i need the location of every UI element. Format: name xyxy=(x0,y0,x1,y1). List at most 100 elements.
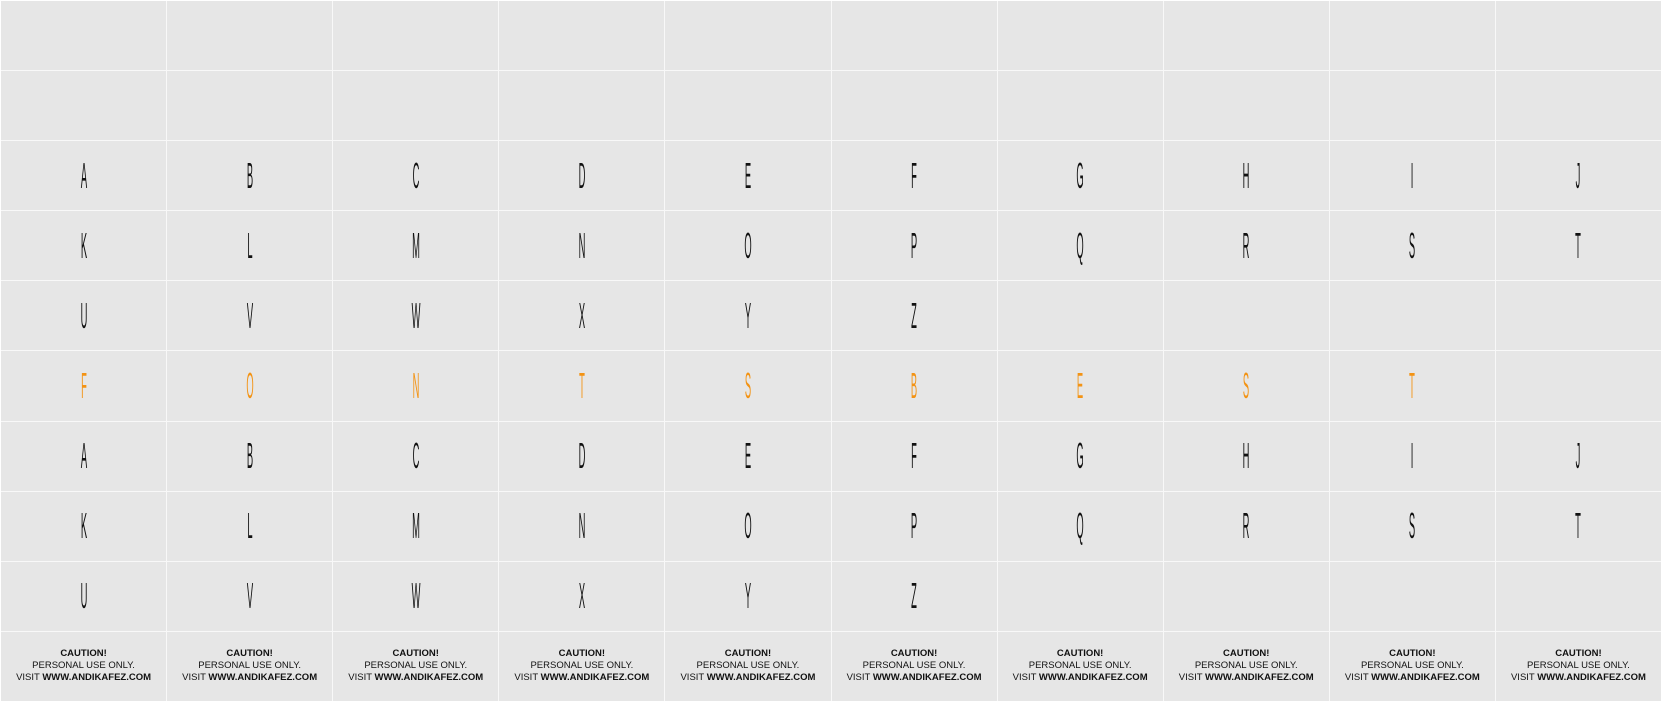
glyph-char: D xyxy=(578,154,586,196)
glyph-char: J xyxy=(1576,154,1581,196)
glyph-char: O xyxy=(744,505,752,547)
caution-visit-prefix: VISIT xyxy=(1510,672,1535,684)
glyph-cell xyxy=(831,1,997,71)
glyph-char: H xyxy=(1242,154,1250,196)
glyph-cell: D xyxy=(499,421,665,491)
glyph-cell xyxy=(499,71,665,141)
glyph-cell: X xyxy=(499,561,665,631)
glyph-char: W xyxy=(411,294,421,336)
caution-title: CAUTION! xyxy=(392,648,439,660)
glyph-cell: A xyxy=(1,141,167,211)
caution-title: CAUTION! xyxy=(558,648,606,660)
glyph-char: A xyxy=(80,435,87,477)
caution-website-link[interactable]: WWW.ANDIKAFEZ.COM xyxy=(706,672,816,684)
caution-notice: CAUTION! PERSONAL USE ONLY. VISIT WWW.ANDI… xyxy=(1013,648,1148,684)
caution-cell: CAUTION! PERSONAL USE ONLY. VISIT WWW.ANDI… xyxy=(333,631,499,701)
caution-personal-use: PERSONAL USE ONLY. xyxy=(364,660,468,672)
glyph-cell: H xyxy=(1163,421,1329,491)
caution-visit-line: VISIT WWW.ANDIKAFEZ.COM xyxy=(1013,672,1148,684)
glyph-char: R xyxy=(1242,505,1250,547)
glyph-cell: I xyxy=(1329,141,1495,211)
glyph-cell: Q xyxy=(997,211,1163,281)
glyph-cell: F xyxy=(831,141,997,211)
glyph-char: U xyxy=(80,575,87,617)
glyph-cell: G xyxy=(997,141,1163,211)
glyph-char: F xyxy=(911,154,917,196)
caution-cell: CAUTION! PERSONAL USE ONLY. VISIT WWW.ANDI… xyxy=(1,631,167,701)
glyph-char: C xyxy=(412,154,420,196)
caution-website-link[interactable]: WWW.ANDIKAFEZ.COM xyxy=(374,672,484,684)
glyph-cell xyxy=(1495,281,1661,351)
caution-visit-prefix: VISIT xyxy=(680,672,705,684)
glyph-cell: W xyxy=(333,281,499,351)
caution-visit-line: VISIT WWW.ANDIKAFEZ.COM xyxy=(514,672,649,684)
glyph-char: W xyxy=(411,575,421,617)
caution-website-link[interactable]: WWW.ANDIKAFEZ.COM xyxy=(208,672,318,684)
caution-visit-prefix: VISIT xyxy=(846,672,871,684)
glyph-cell xyxy=(1329,281,1495,351)
caution-notice: CAUTION! PERSONAL USE ONLY. VISIT WWW.ANDI… xyxy=(348,648,483,684)
glyph-char: X xyxy=(578,294,585,336)
glyph-cell: F xyxy=(831,421,997,491)
caution-website-link[interactable]: WWW.ANDIKAFEZ.COM xyxy=(1371,672,1480,684)
caution-visit-line: VISIT WWW.ANDIKAFEZ.COM xyxy=(680,672,815,684)
glyph-char: O xyxy=(744,224,752,266)
caution-title: CAUTION! xyxy=(724,648,772,660)
caution-title: CAUTION! xyxy=(60,648,107,660)
glyph-char: S xyxy=(1409,224,1416,266)
caution-title: CAUTION! xyxy=(1056,648,1104,660)
glyph-char: A xyxy=(80,154,87,196)
glyph-char: Q xyxy=(1076,224,1084,266)
glyph-cell xyxy=(1163,281,1329,351)
glyph-cell: H xyxy=(1163,141,1329,211)
glyph-char: S xyxy=(1243,365,1250,407)
glyph-cell xyxy=(333,1,499,71)
glyph-cell xyxy=(997,71,1163,141)
caution-website-link[interactable]: WWW.ANDIKAFEZ.COM xyxy=(872,672,982,684)
glyph-char: V xyxy=(246,575,253,617)
glyph-char: T xyxy=(1575,224,1582,266)
glyph-char: I xyxy=(1411,435,1414,477)
caution-notice: CAUTION! PERSONAL USE ONLY. VISIT WWW.ANDI… xyxy=(16,648,151,684)
glyph-char: M xyxy=(411,224,420,266)
glyph-cell: Z xyxy=(831,561,997,631)
glyph-cell xyxy=(1495,71,1661,141)
glyph-char: J xyxy=(1576,435,1581,477)
glyph-char: Z xyxy=(911,575,917,617)
glyph-cell: K xyxy=(1,211,167,281)
glyph-char: F xyxy=(80,365,87,407)
glyph-char: D xyxy=(578,435,586,477)
glyph-cell: O xyxy=(665,211,831,281)
caution-title: CAUTION! xyxy=(226,648,273,660)
glyph-char: L xyxy=(247,505,253,547)
caution-visit-prefix: VISIT xyxy=(1178,672,1203,684)
caution-website-link[interactable]: WWW.ANDIKAFEZ.COM xyxy=(540,672,650,684)
glyph-cell: V xyxy=(167,281,333,351)
glyph-cell xyxy=(1495,561,1661,631)
glyph-cell xyxy=(167,1,333,71)
glyph-cell xyxy=(997,281,1163,351)
glyph-char: U xyxy=(80,294,87,336)
caution-website-link[interactable]: WWW.ANDIKAFEZ.COM xyxy=(42,672,152,684)
glyph-cell xyxy=(333,71,499,141)
glyph-char: Z xyxy=(911,294,917,336)
glyph-cell: C xyxy=(333,421,499,491)
glyph-char: N xyxy=(578,224,586,266)
caution-website-link[interactable]: WWW.ANDIKAFEZ.COM xyxy=(1038,672,1148,684)
caution-website-link[interactable]: WWW.ANDIKAFEZ.COM xyxy=(1205,672,1314,684)
glyph-cell xyxy=(997,1,1163,71)
caution-personal-use: PERSONAL USE ONLY. xyxy=(1527,660,1630,672)
caution-cell: CAUTION! PERSONAL USE ONLY. VISIT WWW.ANDI… xyxy=(167,631,333,701)
glyph-cell xyxy=(1163,561,1329,631)
glyph-cell: G xyxy=(997,421,1163,491)
glyph-cell: N xyxy=(333,351,499,421)
glyph-cell: E xyxy=(997,351,1163,421)
caution-personal-use: PERSONAL USE ONLY. xyxy=(1028,660,1132,672)
caution-visit-line: VISIT WWW.ANDIKAFEZ.COM xyxy=(1345,672,1480,684)
caution-notice: CAUTION! PERSONAL USE ONLY. VISIT WWW.ANDI… xyxy=(1345,648,1480,684)
glyph-cell: V xyxy=(167,561,333,631)
caution-website-link[interactable]: WWW.ANDIKAFEZ.COM xyxy=(1537,672,1646,684)
glyph-char: T xyxy=(578,365,585,407)
glyph-char: Q xyxy=(1076,505,1084,547)
caution-visit-line: VISIT WWW.ANDIKAFEZ.COM xyxy=(182,672,317,684)
